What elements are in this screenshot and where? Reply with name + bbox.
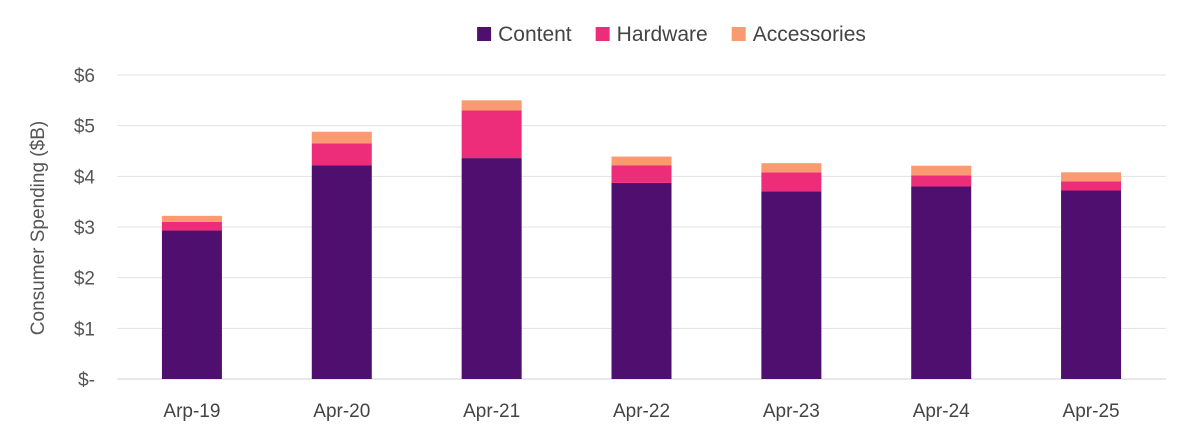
legend-swatch — [477, 27, 492, 41]
bar-segment-accessories-5 — [911, 165, 972, 176]
legend-label: Hardware — [617, 23, 708, 46]
legend-item-accessories: Accessories — [731, 23, 866, 46]
bar-segment-accessories-6 — [1061, 172, 1122, 182]
legend: Content Hardware Accessories — [477, 23, 866, 46]
y-axis-ticks: $- $1 $2 $3 $4 $5 $6 — [74, 66, 96, 391]
x-tick-label: Apr-22 — [613, 401, 670, 422]
bar-segment-accessories-4 — [761, 163, 822, 173]
bar-segment-hardware-1 — [311, 143, 372, 166]
bar-segment-hardware-2 — [461, 110, 522, 159]
bar-segment-content-4 — [761, 191, 822, 379]
y-tick-label: $1 — [74, 319, 95, 340]
x-tick-label: Apr-23 — [763, 401, 820, 422]
x-tick-label: Apr-20 — [313, 401, 370, 422]
bars — [161, 100, 1122, 379]
legend-label: Content — [498, 23, 572, 46]
y-tick-label: $- — [78, 370, 95, 391]
bar-segment-hardware-5 — [911, 175, 972, 187]
bar-segment-content-0 — [161, 230, 222, 379]
bar-segment-accessories-3 — [611, 156, 672, 166]
x-tick-label: Apr-24 — [913, 401, 970, 422]
bar-segment-hardware-0 — [161, 221, 222, 231]
bar-segment-content-3 — [611, 182, 672, 379]
y-tick-label: $2 — [74, 269, 95, 290]
y-tick-label: $5 — [74, 117, 95, 138]
bar-segment-accessories-2 — [461, 100, 522, 111]
bar-segment-content-1 — [311, 165, 372, 379]
x-axis-ticks: Arp-19 Apr-20 Apr-21 Apr-22 Apr-23 Apr-24 Apr-… — [163, 401, 1119, 422]
y-tick-label: $6 — [74, 66, 95, 87]
x-tick-label: Apr-25 — [1063, 401, 1120, 422]
x-tick-label: Arp-19 — [163, 401, 220, 422]
x-tick-label: Apr-21 — [463, 401, 520, 422]
legend-swatch — [731, 27, 746, 41]
legend-item-content: Content — [477, 23, 572, 46]
bar-segment-hardware-6 — [1061, 181, 1122, 191]
y-tick-label: $4 — [74, 167, 96, 188]
bar-segment-accessories-1 — [311, 131, 372, 144]
bar-segment-hardware-4 — [761, 172, 822, 192]
bar-segment-content-6 — [1061, 190, 1122, 379]
y-tick-label: $3 — [74, 218, 95, 239]
legend-item-hardware: Hardware — [595, 23, 708, 46]
bar-segment-content-5 — [911, 186, 972, 379]
y-axis-title: Consumer Spending ($B) — [28, 121, 49, 335]
legend-swatch — [595, 27, 610, 41]
bar-segment-accessories-0 — [161, 215, 222, 222]
legend-label: Accessories — [753, 23, 866, 46]
bar-segment-content-2 — [461, 158, 522, 379]
bar-segment-hardware-3 — [611, 165, 672, 183]
